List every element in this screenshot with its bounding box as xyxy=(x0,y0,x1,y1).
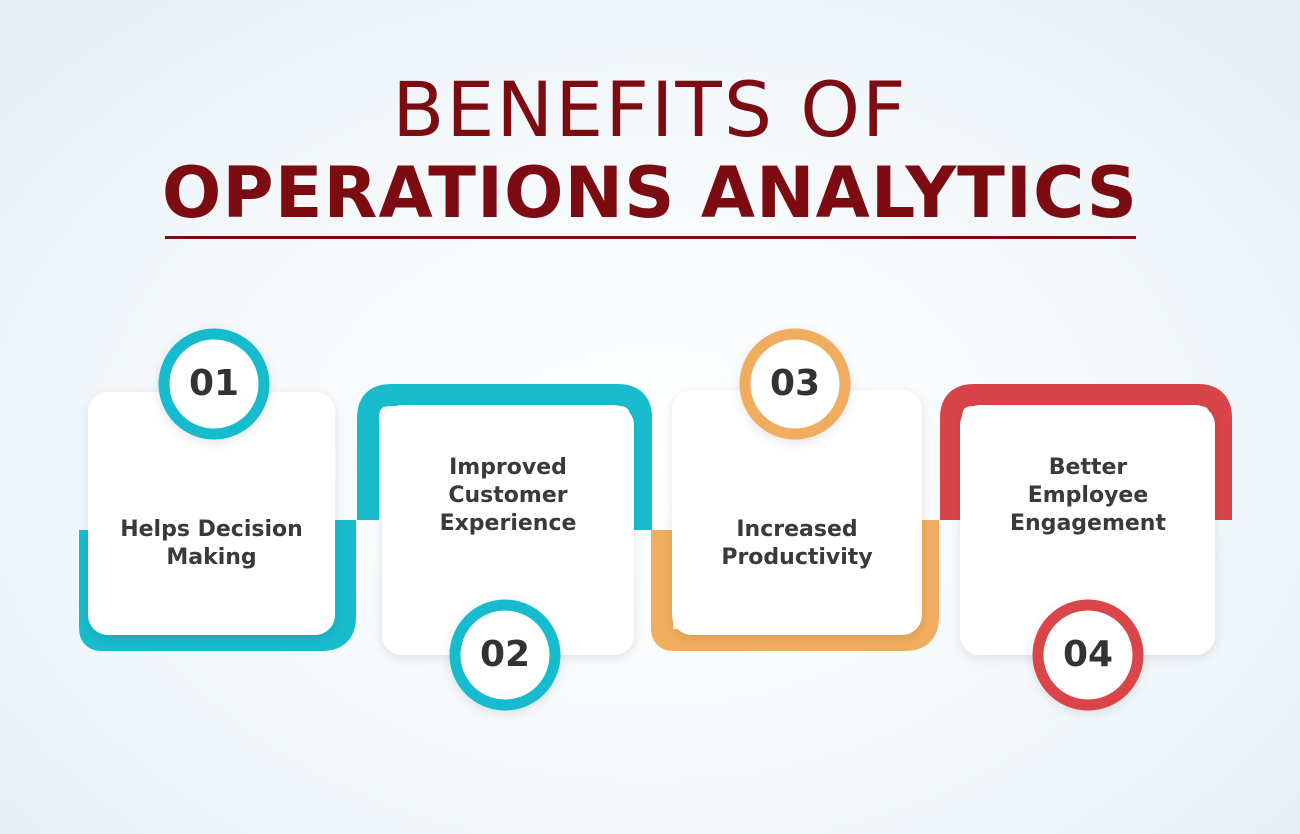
step-2-label-line1: Improved xyxy=(449,455,567,480)
step-4-card-panel xyxy=(960,405,1215,655)
step-3-number: 03 xyxy=(769,363,821,404)
step-1-label-line1: Helps Decision xyxy=(120,517,303,542)
step-3-card-panel xyxy=(672,390,922,635)
step-1-label: Helps Decision Making xyxy=(98,516,325,572)
step-3-label: Increased Productivity xyxy=(682,516,912,572)
step-1-card-panel xyxy=(88,392,335,635)
title-operations-analytics: OPERATIONS ANALYTICS xyxy=(161,152,1139,234)
step-1-label-line2: Making xyxy=(166,545,257,570)
step-2-label: Improved Customer Experience xyxy=(392,454,624,538)
step-4-card xyxy=(940,384,1232,655)
step-3-label-line1: Increased xyxy=(736,517,858,542)
title-benefits-of: BENEFITS OF xyxy=(392,65,908,154)
step-3-bracket xyxy=(651,520,939,651)
step-1-card xyxy=(79,392,356,651)
step-4-number: 04 xyxy=(1062,634,1114,675)
step-4-label-line3: Engagement xyxy=(1010,511,1166,536)
step-4-label-line2: Employee xyxy=(1027,483,1149,508)
step-4-label-line1: Better xyxy=(1048,455,1128,480)
step-2-card xyxy=(357,384,652,655)
step-2-number: 02 xyxy=(479,634,531,675)
step-3-label-line2: Productivity xyxy=(721,545,873,570)
step-2-number-circle xyxy=(449,599,561,711)
step-4-number-circle xyxy=(1032,599,1144,711)
step-4-bracket xyxy=(940,384,1232,520)
step-2-card-panel xyxy=(382,405,634,655)
step-1-number: 01 xyxy=(188,363,240,404)
step-2-label-line2: Customer xyxy=(448,483,568,508)
step-1-bracket xyxy=(79,520,356,651)
title-underline xyxy=(165,236,1136,239)
step-4-label: Better Employee Engagement xyxy=(972,454,1204,538)
step-2-label-line3: Experience xyxy=(439,511,577,536)
step-2-bracket xyxy=(357,384,652,530)
step-3-card xyxy=(651,390,939,651)
step-1-number-circle xyxy=(158,328,270,440)
step-3-number-circle xyxy=(739,328,851,440)
